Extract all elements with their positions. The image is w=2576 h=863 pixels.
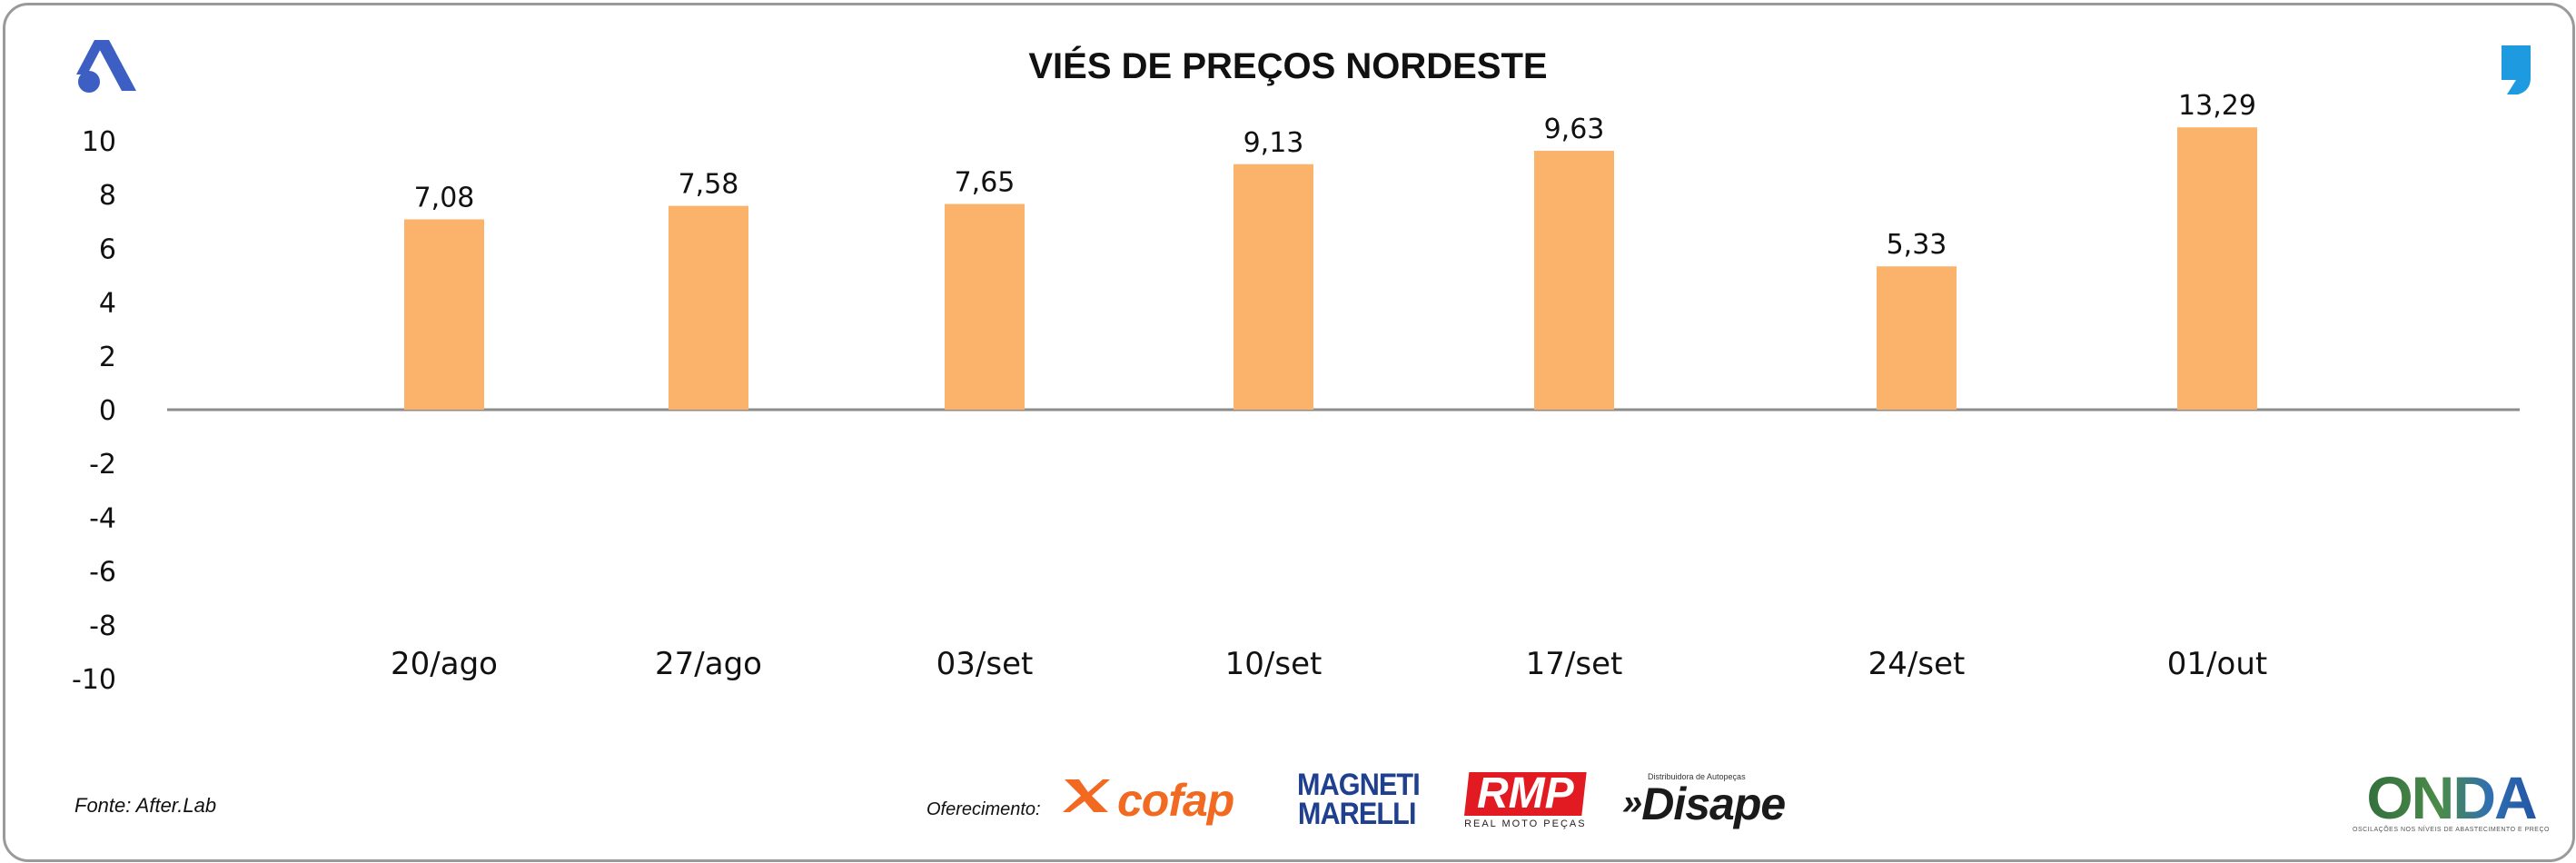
source-note: Fonte: After.Lab [74,794,217,817]
cofap-logo: cofap [1061,774,1234,827]
disape-logo: Distribuidora de Autopeças »Disape [1622,772,1786,827]
y-tick-label: 0 [99,395,116,427]
bars [404,127,2257,410]
y-tick-label: -8 [89,610,116,642]
x-tick-label: 17/set [1526,646,1623,682]
y-tick-label: -6 [89,557,116,589]
x-tick-label: 01/out [2167,646,2267,682]
data-label: 7,58 [679,169,739,201]
x-axis: 20/ago 27/ago 03/set 10/set 17/set 24/set 01/o… [391,646,2267,682]
y-tick-label: -2 [89,449,116,481]
y-tick-label: -4 [89,502,116,534]
y-axis: 10 8 6 4 2 0 -2 -4 -6 -8 -10 [72,126,116,696]
disape-tagline: Distribuidora de Autopeças [1648,772,1746,781]
rmp-logo: RMP REAL MOTO PEÇAS [1464,772,1587,829]
bar [2177,127,2257,410]
rmp-subtitle: REAL MOTO PEÇAS [1464,818,1587,829]
disape-chevron-icon: » [1622,782,1642,822]
y-tick-label: 2 [99,342,116,373]
onda-subtitle: OSCILAÇÕES NOS NÍVEIS DE ABASTECIMENTO E… [2353,827,2550,833]
y-tick-label: 10 [82,126,116,158]
chart-title: VIÉS DE PREÇOS NORDESTE [1028,45,1547,86]
data-labels: 7,08 7,58 7,65 9,13 9,63 5,33 13,29 [414,90,2256,261]
magneti-marelli-logo: MAGNETI MARELLI [1297,768,1421,831]
magneti-line1: MAGNETI [1297,768,1421,802]
x-tick-label: 03/set [936,646,1034,682]
x-tick-label: 27/ago [655,646,762,682]
cofap-wordmark: cofap [1117,775,1234,826]
brand-logo-icon [76,40,136,93]
x-tick-label: 24/set [1868,646,1966,682]
onda-logo: ONDA OSCILAÇÕES NOS NÍVEIS DE ABASTECIME… [2353,768,2550,833]
bar [669,205,748,410]
data-label: 7,65 [955,167,1016,199]
x-tick-label: 20/ago [391,646,498,682]
disape-wordmark: Disape [1641,779,1786,829]
data-label: 7,08 [414,182,475,213]
y-tick-label: -10 [72,664,116,696]
bar [1877,266,1957,410]
y-tick-label: 6 [99,233,116,265]
quote-icon [2502,45,2531,94]
chart-frame [3,3,2575,862]
data-label: 13,29 [2178,90,2256,122]
y-tick-label: 8 [99,180,116,212]
x-tick-label: 10/set [1225,646,1323,682]
bar [1534,150,1614,410]
bar [1234,164,1313,410]
bar [945,203,1025,410]
rmp-wordmark: RMP [1464,772,1587,816]
data-label: 9,63 [1544,114,1605,145]
cofap-x-icon [1061,774,1112,827]
sponsor-label: Oferecimento: [926,799,1041,819]
data-label: 9,13 [1243,127,1304,159]
data-label: 5,33 [1887,229,1947,261]
magneti-line2: MARELLI [1297,797,1417,831]
onda-wordmark: ONDA [2353,768,2550,828]
bar [404,219,484,410]
y-tick-label: 4 [99,288,116,320]
